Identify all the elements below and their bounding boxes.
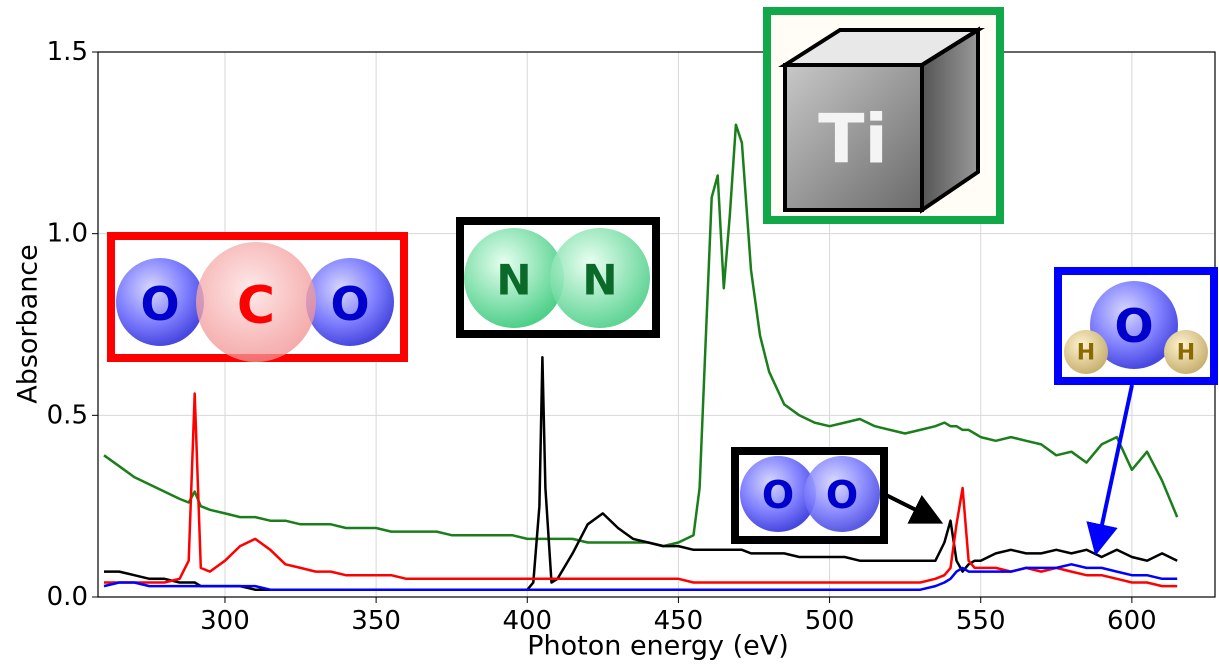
- atom: [1064, 330, 1108, 374]
- series-line: [104, 355, 1178, 591]
- atom: [804, 456, 880, 532]
- atom-label: O: [1114, 299, 1153, 353]
- atom-label: O: [330, 277, 369, 331]
- atom-label: N: [582, 256, 617, 305]
- atom: [196, 242, 316, 362]
- series-line: [104, 392, 1178, 588]
- x-tick-label: 500: [805, 606, 855, 636]
- y-tick-label: 0.0: [47, 582, 88, 612]
- o2-icon: O O: [731, 447, 888, 544]
- lines: [103, 123, 1179, 591]
- atom-label: O: [762, 473, 794, 517]
- co2-icon: O C O: [107, 232, 408, 362]
- x-tick-label: 450: [654, 606, 704, 636]
- x-tick-label: 350: [351, 606, 401, 636]
- x-tick-label: 300: [200, 606, 250, 636]
- y-tick-label: 1.5: [47, 37, 88, 67]
- arrow: [885, 493, 944, 524]
- x-tick-label: 400: [502, 606, 552, 636]
- x-axis-label: Photon energy (eV): [527, 631, 789, 662]
- n2-icon: N N: [456, 217, 660, 338]
- atom: [306, 258, 394, 346]
- arrow: [1086, 384, 1134, 556]
- x-tick-label: 550: [956, 606, 1006, 636]
- element-label: Ti: [818, 101, 888, 180]
- atom: [740, 456, 816, 532]
- ticks: 300 350 400 450 500 550 600 0.0 0.5 1.0 1.5: [47, 37, 1157, 636]
- series-line: [103, 563, 1178, 591]
- atom-label: H: [1177, 341, 1195, 366]
- y-axis-label: Absorbance: [13, 244, 44, 404]
- cube-front: [783, 63, 924, 212]
- series-line: [103, 123, 1179, 548]
- atom-label: C: [237, 276, 275, 336]
- h2o-icon: H O H: [1054, 267, 1218, 385]
- y-tick-label: 1.0: [47, 219, 88, 249]
- atom: [550, 228, 650, 328]
- atom-label: O: [826, 473, 858, 517]
- atom-label: N: [496, 256, 531, 305]
- atom-label: O: [140, 277, 179, 331]
- atom-label: H: [1077, 341, 1095, 366]
- atom: [116, 258, 204, 346]
- ti-icon: Ti: [763, 7, 1004, 224]
- x-tick-label: 600: [1107, 606, 1157, 636]
- atom: [1090, 281, 1178, 369]
- y-tick-label: 0.5: [47, 400, 88, 430]
- atom: [464, 228, 564, 328]
- atom: [1164, 330, 1208, 374]
